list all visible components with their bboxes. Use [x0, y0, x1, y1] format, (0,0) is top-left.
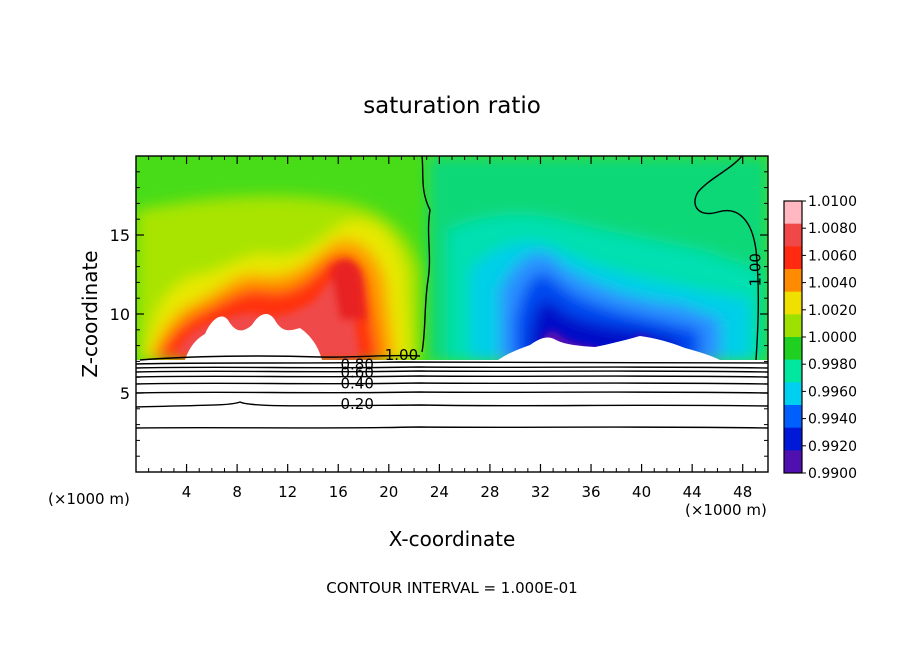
colorbar-swatch [784, 223, 802, 247]
plot-area [136, 156, 768, 472]
chart-title: saturation ratio [363, 93, 541, 119]
y-axis: 5 10 15 [110, 171, 768, 457]
colorbar-label: 0.9980 [808, 357, 857, 373]
contour-label: 0.60 [340, 363, 373, 381]
x-tick-label: 48 [733, 483, 752, 501]
colorbar-label: 1.0040 [808, 276, 857, 292]
colorbar-swatch [784, 269, 802, 293]
contour-label: 0.80 [340, 356, 373, 374]
colorbar-swatch [784, 201, 802, 225]
y-tick-label: 15 [110, 226, 130, 245]
contour-0-60 [136, 370, 768, 373]
colorbar-swatch [784, 291, 802, 315]
y-tick-label: 10 [110, 305, 130, 324]
y-axis-label: Z-coordinate [78, 250, 102, 377]
colorbar: 1.0100 1.0080 1.0060 1.0040 1.0020 1.0000 0.99… [783, 194, 857, 482]
x-tick-label: 4 [182, 483, 192, 501]
contour-1-00-surface [139, 354, 421, 361]
colorbar-label: 1.0000 [808, 330, 857, 346]
contour-0-70 [136, 366, 768, 369]
x-tick-label: 16 [329, 483, 348, 501]
x-axis-label: X-coordinate [389, 527, 516, 551]
contour-0-10 [136, 426, 768, 429]
x-tick-label: 20 [379, 483, 398, 501]
surface-white-right [498, 336, 720, 360]
cool-region [428, 156, 768, 362]
x-unit-left: (×1000 m) [48, 490, 130, 508]
x-tick-label: 24 [430, 483, 449, 501]
contour-labels: 1.00 1.00 0.800.600.40 0.20 [340, 253, 764, 413]
colorbar-swatch [784, 405, 802, 429]
contour-lines [136, 156, 768, 429]
contour-0-40 [136, 382, 768, 385]
colorbar-swatch [784, 359, 802, 383]
colorbar-swatch [784, 427, 802, 451]
x-tick-label: 8 [232, 483, 242, 501]
colorbar-swatch [784, 337, 802, 361]
colorbar-swatch [784, 314, 802, 338]
contour-interval-note: CONTOUR INTERVAL = 1.000E-01 [326, 579, 577, 597]
colorbar-swatch [784, 246, 802, 270]
x-tick-label: 44 [683, 483, 702, 501]
colorbar-label: 1.0060 [808, 248, 857, 264]
x-tick-label: 40 [632, 483, 651, 501]
contour-0-50 [136, 375, 768, 378]
contour-0-30 [136, 391, 768, 394]
x-tick-label: 28 [480, 483, 499, 501]
colorbar-label: 1.0100 [808, 194, 857, 210]
contour-label: 1.00 [746, 253, 764, 286]
surface-white-left [185, 314, 322, 360]
x-tick-label: 36 [581, 483, 600, 501]
colorbar-label: 0.9940 [808, 412, 857, 428]
lower-region [136, 360, 768, 472]
contour-0-20 [136, 401, 768, 408]
x-unit-right: (×1000 m) [685, 501, 767, 519]
contour-1-00-vertical [421, 156, 431, 353]
x-tick-label: 32 [531, 483, 550, 501]
colorbar-swatch [784, 450, 802, 474]
y-tick-label: 5 [120, 384, 130, 403]
colorbar-swatch [784, 382, 802, 406]
colorbar-label: 0.9960 [808, 384, 857, 400]
colorbar-label: 0.9920 [808, 439, 857, 455]
colorbar-label: 0.9900 [808, 466, 857, 482]
x-axis: 4 8 12 16 20 24 28 32 36 40 44 48 [148, 156, 756, 501]
contour-label: 0.40 [340, 375, 373, 393]
x-tick-label: 12 [278, 483, 297, 501]
contour-label: 1.00 [385, 346, 418, 364]
colorbar-label: 1.0020 [808, 303, 857, 319]
contour-1-00-right [694, 156, 759, 361]
contour-0-80 [136, 361, 768, 365]
colorbar-label: 1.0080 [808, 221, 857, 237]
contour-label: 0.20 [340, 395, 373, 413]
